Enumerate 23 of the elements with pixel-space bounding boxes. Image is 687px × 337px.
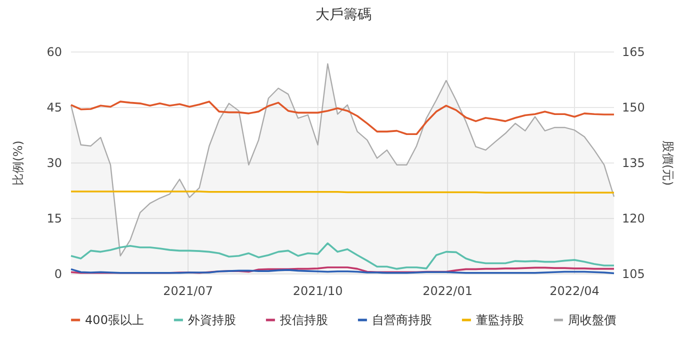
legend-label: 董監持股: [476, 313, 524, 327]
y-tick-label: 30: [46, 156, 62, 170]
x-tick-label: 2022/01: [422, 284, 473, 298]
y-tick-label: 0: [54, 267, 62, 281]
x-tick-label: 2021/10: [292, 284, 343, 298]
y-tick-label: 60: [46, 45, 62, 59]
y2-tick-label: 150: [622, 100, 645, 114]
legend-label: 400張以上: [85, 313, 144, 327]
x-tick-label: 2021/07: [163, 284, 213, 298]
x-tick-label: 2022/04: [550, 284, 600, 298]
y-tick-label: 15: [46, 212, 62, 226]
y2-axis-title: 股價(元): [661, 140, 675, 186]
legend-label: 投信持股: [278, 313, 328, 327]
y-tick-label: 45: [46, 100, 62, 114]
y2-tick-label: 165: [622, 45, 645, 59]
legend-label: 周收盤價: [568, 313, 616, 327]
y-axis-title: 比例(%): [11, 140, 25, 186]
y2-tick-label: 135: [622, 156, 645, 170]
y2-tick-label: 120: [622, 212, 645, 226]
chart-title: 大戶籌碼: [316, 7, 372, 23]
legend-label: 自營商持股: [372, 313, 432, 327]
legend-label: 外資持股: [188, 313, 236, 327]
y2-tick-label: 105: [622, 267, 645, 281]
